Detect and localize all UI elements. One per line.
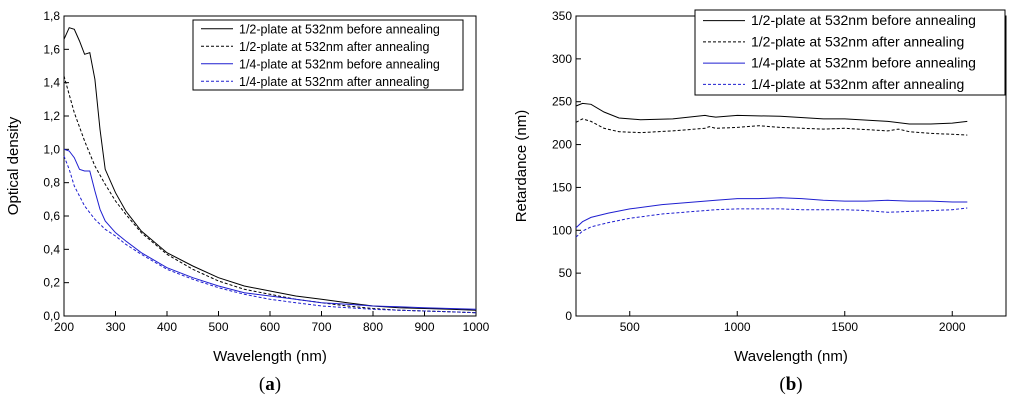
y-tick-label: 1,8 bbox=[43, 9, 60, 23]
y-tick-label: 200 bbox=[552, 138, 572, 152]
y-tick-label: 100 bbox=[552, 223, 572, 237]
legend-label-4: 1/4-plate at 532nm after annealing bbox=[239, 75, 429, 89]
y-tick-label: 1,0 bbox=[43, 142, 60, 156]
y-axis-label: Optical density bbox=[5, 116, 22, 215]
y-tick-label: 0,2 bbox=[43, 276, 60, 290]
x-tick-label: 700 bbox=[311, 320, 331, 334]
y-tick-label: 350 bbox=[552, 9, 572, 23]
x-tick-label: 500 bbox=[208, 320, 228, 334]
legend-label-3: 1/4-plate at 532nm before annealing bbox=[751, 55, 976, 71]
legend-label-3: 1/4-plate at 532nm before annealing bbox=[239, 57, 440, 71]
series-line-3 bbox=[63, 148, 477, 310]
y-tick-label: 0,4 bbox=[43, 242, 60, 256]
series-line-4 bbox=[63, 155, 477, 314]
y-tick-label: 300 bbox=[552, 52, 572, 66]
y-tick-label: 0,8 bbox=[43, 176, 60, 190]
y-tick-label: 1,2 bbox=[43, 109, 60, 123]
y-tick-label: 1,6 bbox=[43, 42, 60, 56]
x-axis-label: Wavelength (nm) bbox=[213, 348, 327, 365]
legend: 1/2-plate at 532nm before annealing 1/2-p… bbox=[694, 9, 1006, 96]
x-tick-label: 800 bbox=[363, 320, 383, 334]
series-line-1 bbox=[575, 102, 968, 125]
x-tick-label: 600 bbox=[260, 320, 280, 334]
legend-box bbox=[192, 19, 464, 91]
x-axis-label: Wavelength (nm) bbox=[734, 348, 848, 365]
series-line-4 bbox=[575, 207, 968, 238]
series-line-2 bbox=[575, 118, 968, 136]
chart-panel-b: 500 1000 1500 2000 0 50 100 150 200 250 300 350 Wave… bbox=[513, 9, 1007, 395]
y-tick-label: 50 bbox=[559, 266, 573, 280]
y-tick-label: 250 bbox=[552, 95, 572, 109]
legend-label-4: 1/4-plate at 532nm after annealing bbox=[751, 76, 964, 92]
legend-label-2: 1/2-plate at 532nm after annealing bbox=[239, 40, 429, 54]
y-tick-label: 150 bbox=[552, 180, 572, 194]
x-tick-label: 200 bbox=[54, 320, 74, 334]
y-tick-label: 0,0 bbox=[43, 309, 60, 323]
legend-label-1: 1/2-plate at 532nm before annealing bbox=[751, 12, 976, 28]
series-line-2 bbox=[63, 75, 477, 314]
x-tick-label: 2000 bbox=[939, 320, 966, 334]
y-tick-label: 0,6 bbox=[43, 209, 60, 223]
panel-label: (b) bbox=[779, 374, 802, 395]
x-tick-label: 900 bbox=[414, 320, 434, 334]
x-tick-label: 300 bbox=[105, 320, 125, 334]
legend-box bbox=[694, 9, 1006, 96]
x-tick-label: 500 bbox=[620, 320, 640, 334]
y-tick-label: 1,4 bbox=[43, 76, 60, 90]
legend-label-1: 1/2-plate at 532nm before annealing bbox=[239, 22, 440, 36]
x-tick-label: 1000 bbox=[463, 320, 490, 334]
y-axis-label: Retardance (nm) bbox=[513, 110, 530, 223]
x-tick-label: 400 bbox=[157, 320, 177, 334]
chart-panel-a: 200 300 400 500 600 700 800 900 1000 0,0 0,2 0,4 0,6… bbox=[5, 9, 490, 395]
legend-label-2: 1/2-plate at 532nm after annealing bbox=[751, 33, 964, 49]
y-tick-label: 0 bbox=[565, 309, 572, 323]
legend: 1/2-plate at 532nm before annealing 1/2-p… bbox=[192, 19, 464, 91]
x-tick-label: 1500 bbox=[831, 320, 858, 334]
x-tick-label: 1000 bbox=[724, 320, 751, 334]
series-line-3 bbox=[575, 197, 968, 229]
panel-label: (a) bbox=[259, 374, 281, 395]
